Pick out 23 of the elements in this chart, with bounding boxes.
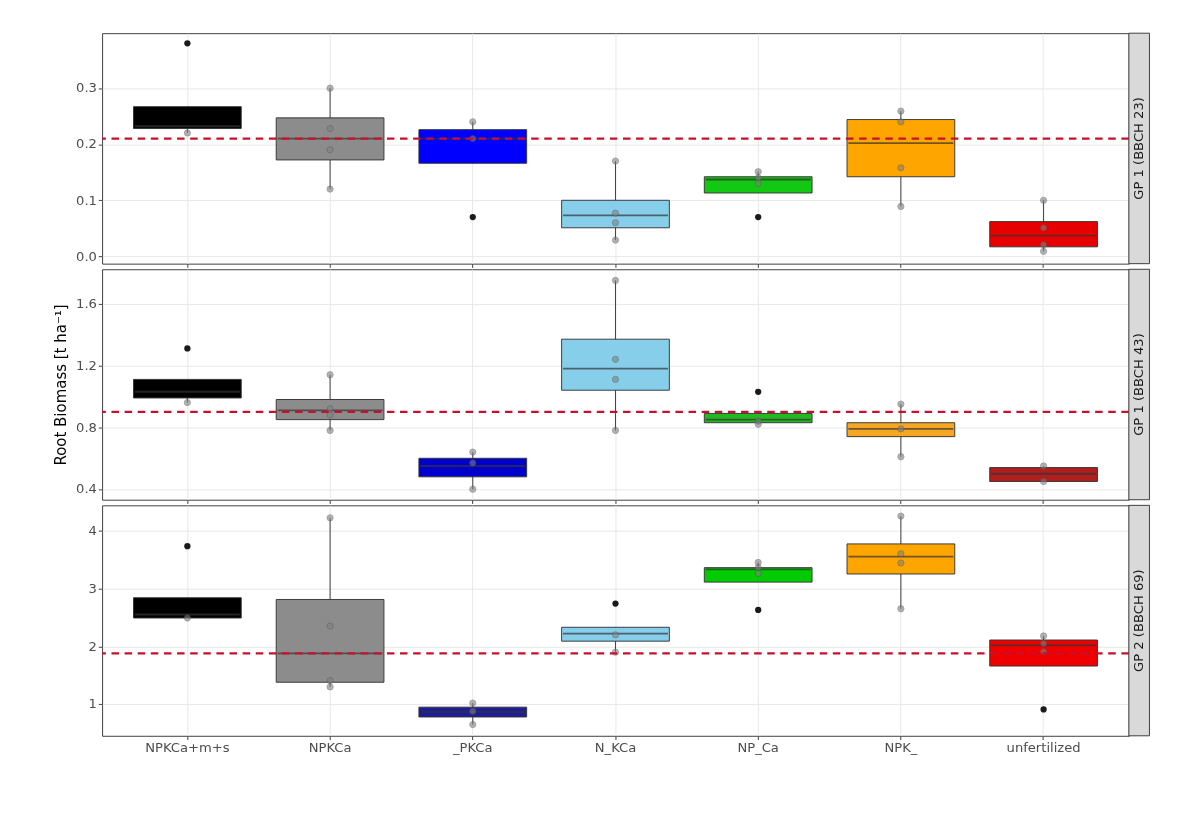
y-tick-label: 1	[88, 696, 97, 712]
y-tick-label: 2	[88, 638, 97, 654]
x-tick-label: _PKCa	[452, 740, 493, 756]
y-tick-label: 4	[88, 522, 97, 538]
x-tick-label: unfertilized	[1006, 740, 1081, 756]
y-tick-label: 1.2	[76, 357, 97, 373]
x-tick-label: NPK_	[884, 740, 918, 756]
y-tick-label: 1.6	[76, 295, 97, 311]
y-tick-label: 0.1	[76, 192, 97, 208]
y-tick-label: 0.0	[76, 248, 97, 264]
text: GP 2 (BBCH 69)	[1130, 569, 1146, 672]
y-axis-title: Root Biomass [t ha⁻¹]	[51, 304, 70, 466]
y-tick-label: 0.8	[76, 419, 97, 435]
text: GP 1 (BBCH 23)	[1130, 97, 1146, 200]
x-tick-label: NPKCa+m+s	[145, 740, 230, 756]
x-tick-label: N_KCa	[594, 740, 637, 756]
text: GP 1 (BBCH 43)	[1130, 333, 1146, 436]
y-tick-label: 0.4	[76, 481, 97, 497]
x-tick-label: NP_Ca	[737, 740, 779, 756]
x-tick-label: NPKCa	[308, 740, 352, 756]
y-tick-label: 0.3	[76, 80, 97, 96]
y-tick-label: 0.2	[76, 136, 97, 152]
y-tick-label: 3	[88, 580, 97, 596]
